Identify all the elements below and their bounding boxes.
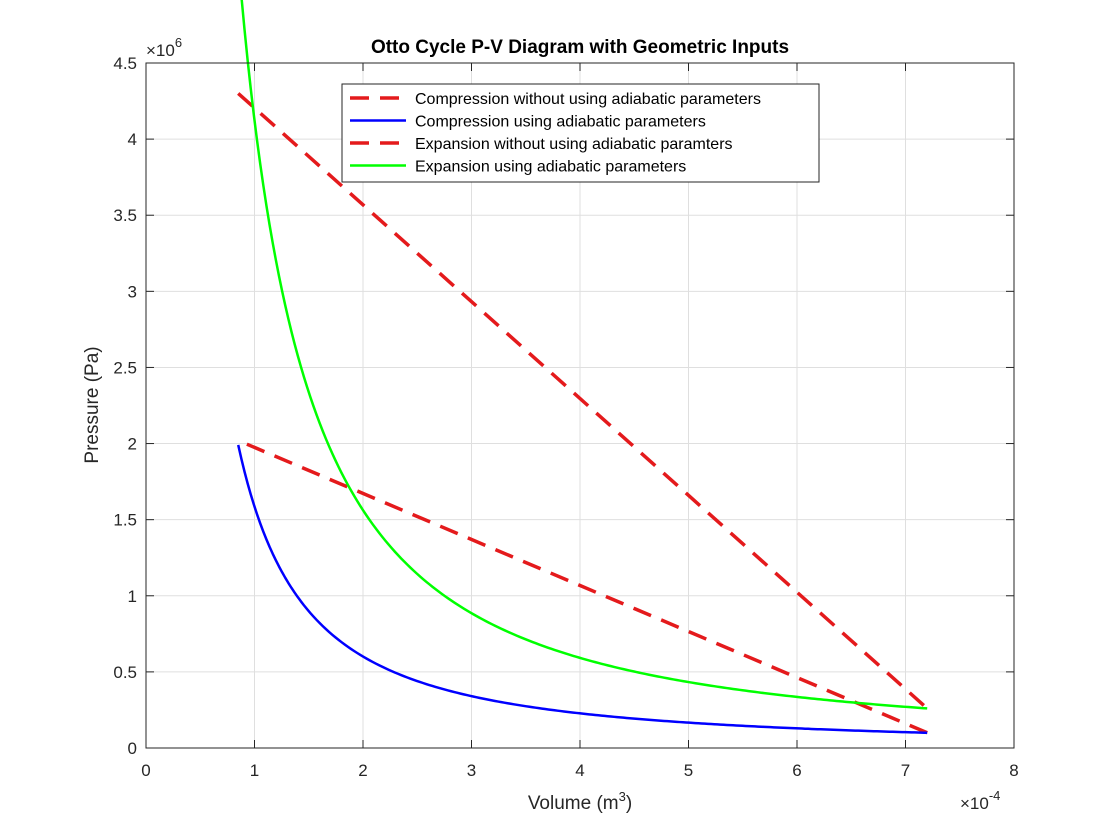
y-tick-label: 4.5 bbox=[113, 54, 137, 73]
series-3-line bbox=[237, 92, 929, 710]
y-tick-label: 2.5 bbox=[113, 358, 137, 377]
series-1-line bbox=[237, 438, 928, 735]
x-tick-label: 1 bbox=[250, 761, 259, 780]
legend-label: Compression without using adiabatic para… bbox=[415, 91, 761, 108]
x-tick-label: 4 bbox=[575, 761, 584, 780]
chart-title: Otto Cycle P-V Diagram with Geometric In… bbox=[371, 37, 789, 58]
y-tick-label: 0.5 bbox=[113, 663, 137, 682]
series-4-line bbox=[240, 0, 928, 710]
x-tick-label: 7 bbox=[901, 761, 910, 780]
x-tick-label: 6 bbox=[792, 761, 801, 780]
x-axis-label: Volume (m3) bbox=[528, 789, 632, 814]
legend-label: Expansion using adiabatic parameters bbox=[415, 159, 686, 176]
ticks: 0 1 2 3 4 5 6 7 8 0 0.5 1 1.5 2 2.5 3 3.5 4 4.5 bbox=[113, 54, 1018, 780]
x-axis-label-sup: 3 bbox=[619, 789, 626, 804]
y-exponent-base: ×10 bbox=[146, 41, 175, 60]
legend-label: Compression using adiabatic parameters bbox=[415, 114, 706, 131]
x-axis-label-suffix: ) bbox=[626, 793, 632, 814]
x-axis-label-prefix: Volume (m bbox=[528, 793, 619, 814]
legend-entries: Compression without using adiabatic para… bbox=[350, 91, 761, 176]
y-axis-label: Pressure (Pa) bbox=[82, 346, 103, 463]
y-exponent: ×106 bbox=[146, 35, 182, 60]
x-exponent: ×10-4 bbox=[960, 788, 1000, 813]
y-tick-label: 3 bbox=[128, 282, 137, 301]
x-exponent-base: ×10 bbox=[960, 794, 989, 813]
series-2-line bbox=[237, 444, 928, 735]
x-tick-label: 8 bbox=[1009, 761, 1018, 780]
y-tick-label: 3.5 bbox=[113, 206, 137, 225]
y-tick-label: 1.5 bbox=[113, 511, 137, 530]
y-tick-label: 4 bbox=[128, 130, 137, 149]
x-exponent-power: -4 bbox=[989, 788, 1001, 803]
x-tick-label: 2 bbox=[358, 761, 367, 780]
y-tick-label: 0 bbox=[128, 739, 137, 758]
x-tick-label: 5 bbox=[684, 761, 693, 780]
y-tick-label: 2 bbox=[128, 435, 137, 454]
x-tick-label: 3 bbox=[467, 761, 476, 780]
x-tick-label: 0 bbox=[141, 761, 150, 780]
legend-box bbox=[341, 83, 820, 183]
y-tick-label: 1 bbox=[128, 587, 137, 606]
series-layer bbox=[237, 0, 929, 735]
legend-label: Expansion without using adiabatic paramt… bbox=[415, 136, 733, 153]
legend: Compression without using adiabatic para… bbox=[341, 83, 820, 183]
y-exponent-power: 6 bbox=[175, 35, 182, 50]
